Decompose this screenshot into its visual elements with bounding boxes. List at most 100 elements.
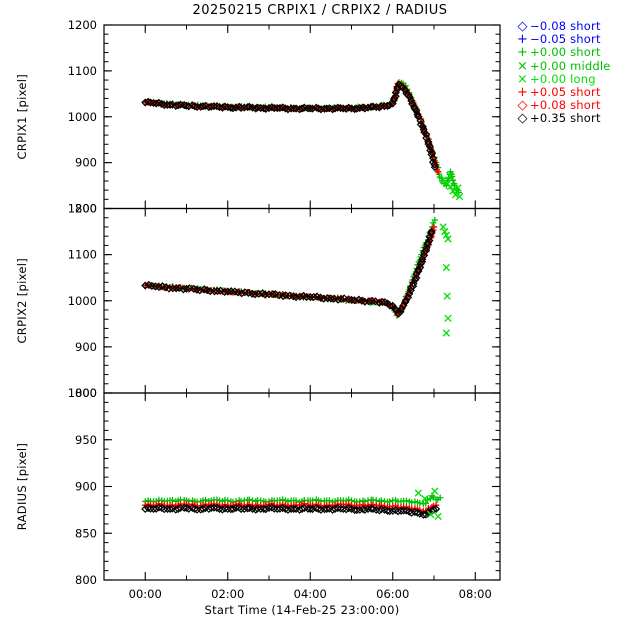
y-tick-label: 1100 (68, 248, 97, 262)
data-point-diamond (188, 101, 197, 110)
y-tick-label: 1200 (68, 202, 97, 216)
data-point-diamond (243, 504, 252, 513)
data-point-diamond (184, 102, 193, 111)
data-point-diamond (425, 142, 434, 151)
y-tick-label: 850 (75, 526, 97, 540)
data-point-diamond (430, 163, 439, 172)
x-tick-label: 04:00 (294, 587, 327, 601)
data-point-diamond (289, 504, 298, 513)
data-point-diamond (407, 96, 416, 105)
data-point-diamond (401, 86, 410, 95)
data-point-diamond (237, 504, 246, 514)
data-point-diamond (347, 295, 356, 304)
data-point-diamond (190, 504, 199, 513)
data-point-plus (422, 500, 429, 507)
data-point-diamond (264, 103, 274, 113)
series--0-00-long-outliers- (439, 223, 452, 337)
data-point-diamond (367, 102, 376, 111)
data-point-plus (378, 502, 385, 509)
page-title: 20250215 CRPIX1 / CRPIX2 / RADIUS (192, 3, 448, 18)
data-point-diamond (180, 101, 189, 110)
data-point-diamond (248, 289, 257, 298)
data-point-diamond (371, 297, 380, 306)
data-point-plus (430, 223, 438, 231)
data-point-diamond (223, 287, 232, 296)
data-point-diamond (231, 103, 241, 112)
data-point-diamond (228, 505, 238, 514)
data-point-diamond (289, 104, 298, 113)
legend-item-p005-short[interactable]: + +0.05 short (515, 86, 640, 100)
data-point-diamond (295, 292, 304, 301)
legend-label: −0.08 short (530, 19, 601, 34)
data-point-diamond (355, 103, 364, 113)
legend-item-p035-short[interactable]: ◇ +0.35 short (515, 111, 640, 127)
data-point-diamond (270, 504, 279, 513)
data-point-cross (443, 292, 451, 300)
data-point-cross (439, 223, 447, 231)
data-point-diamond (144, 504, 153, 513)
series--0-05-short (142, 223, 438, 318)
data-point-diamond (419, 510, 428, 519)
data-point-cross (454, 184, 462, 192)
data-point-diamond (385, 101, 394, 110)
data-point-cross (442, 263, 451, 272)
data-point-plus (436, 494, 444, 501)
legend-label: +0.00 long (530, 71, 596, 86)
data-point-diamond (352, 104, 361, 113)
data-point-diamond (160, 505, 169, 514)
data-point-diamond (190, 102, 199, 111)
legend-item-p000-long[interactable]: × +0.00 long (515, 71, 640, 86)
data-point-diamond (401, 296, 410, 305)
legend-item-m008-short[interactable]: ◇ −0.08 short (515, 19, 640, 34)
data-point-diamond (410, 507, 419, 517)
data-point-diamond (405, 93, 414, 102)
data-point-diamond (367, 504, 376, 513)
legend-marker-plus-icon: + (517, 45, 528, 61)
x-axis-label: Start Time (14-Feb-25 23:00:00) (204, 603, 399, 617)
data-point-diamond (424, 139, 433, 149)
data-point-diamond (319, 294, 328, 303)
data-point-diamond (333, 103, 342, 112)
legend-label: +0.08 short (530, 98, 601, 113)
legend-item-p000-short[interactable]: + +0.00 short (515, 45, 640, 61)
data-point-cross (449, 187, 457, 195)
data-point-diamond (243, 103, 252, 112)
data-point-diamond (375, 298, 384, 307)
legend-item-p008-short[interactable]: ◇ +0.08 short (515, 98, 640, 113)
data-point-diamond (378, 298, 387, 307)
legend-label: −0.05 short (530, 32, 601, 47)
series--0-35-short (141, 227, 436, 318)
data-point-diamond (322, 504, 331, 513)
data-point-diamond (314, 104, 323, 113)
series-group (141, 79, 464, 201)
data-point-plus (345, 500, 352, 508)
data-point-diamond (141, 281, 150, 290)
legend-item-m005-short[interactable]: + −0.05 short (515, 32, 640, 47)
data-point-diamond (425, 236, 434, 245)
data-point-diamond (419, 125, 428, 134)
data-point-diamond (427, 227, 436, 236)
data-point-diamond (188, 503, 197, 512)
data-point-diamond (410, 275, 420, 285)
data-point-diamond (407, 508, 416, 517)
data-point-cross (434, 512, 442, 521)
data-point-diamond (209, 102, 219, 111)
data-point-cross (442, 329, 451, 337)
data-point-diamond (216, 286, 225, 295)
y-tick-label: 1000 (68, 110, 97, 124)
data-point-cross (414, 489, 422, 497)
data-point-cross (421, 494, 429, 503)
data-point-diamond (399, 506, 408, 515)
data-point-diamond (336, 504, 345, 513)
data-point-plus (424, 496, 431, 504)
data-point-diamond (312, 504, 321, 513)
data-point-diamond (427, 150, 436, 159)
data-point-diamond (198, 102, 208, 111)
data-point-diamond (432, 504, 441, 513)
legend-item-p000-middle[interactable]: × +0.00 middle (515, 59, 640, 73)
data-point-diamond (172, 284, 181, 293)
legend-marker-diamond-icon: ◇ (517, 111, 528, 127)
data-point-diamond (292, 293, 301, 302)
data-point-diamond (337, 294, 346, 303)
